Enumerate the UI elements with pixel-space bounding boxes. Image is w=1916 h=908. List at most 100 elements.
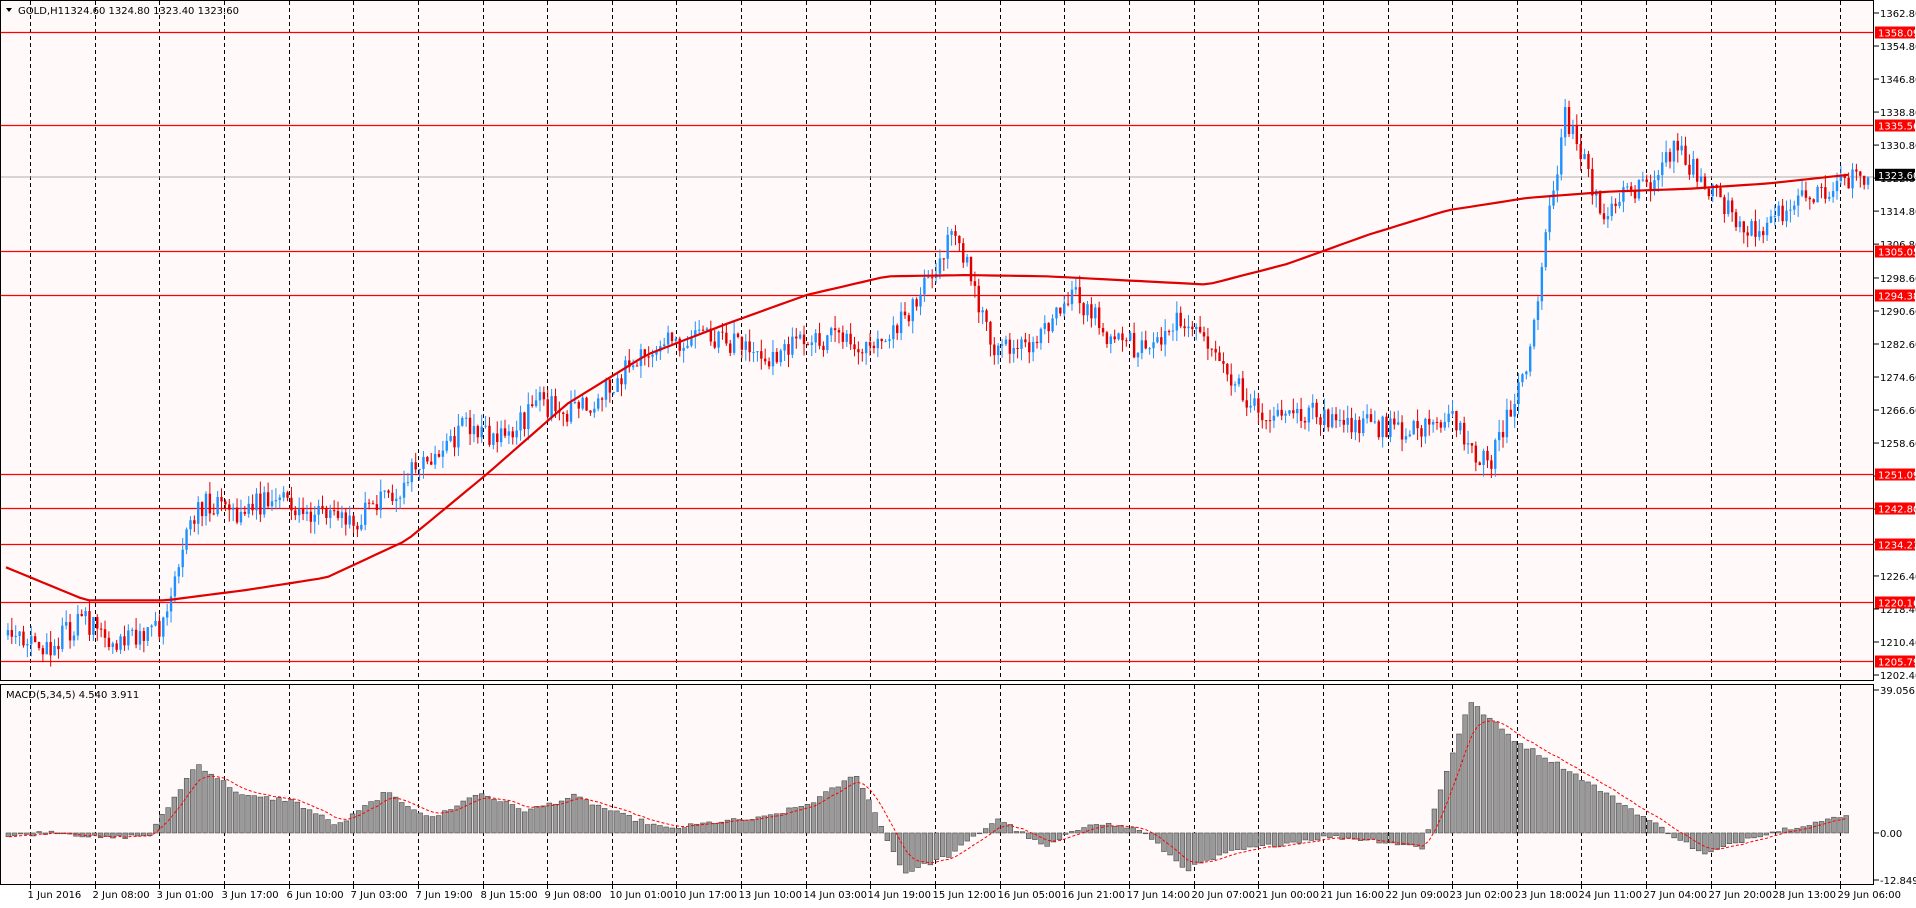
macd-bar [1732, 832, 1739, 844]
price-plot-background [0, 0, 1874, 680]
candle-body [340, 512, 344, 519]
chart-header: GOLD,H1 1324.60 1324.80 1323.40 1323.60 [6, 6, 239, 17]
candle-body [1195, 326, 1198, 330]
candle-body [787, 344, 790, 355]
candle-body [1618, 201, 1621, 206]
candle-body [569, 402, 573, 422]
candle-body [1843, 174, 1846, 178]
time-label: 7 Jun 03:00 [351, 890, 408, 901]
candle-body [402, 482, 406, 498]
candle-body [1311, 402, 1314, 408]
macd-bar [1431, 808, 1438, 834]
candle-body [1214, 348, 1217, 353]
candle-body [1105, 332, 1109, 344]
macd-bar [1696, 832, 1702, 852]
macd-bar [1511, 741, 1517, 834]
candle-body [1501, 432, 1505, 438]
macd-bar [761, 815, 768, 834]
price-axis-label: 1290.60 [1880, 307, 1916, 318]
macd-bar [638, 818, 645, 834]
macd-bar [1603, 792, 1610, 834]
macd-bar [976, 832, 983, 835]
candle-body [6, 630, 10, 636]
price-axis: 1362.801354.801346.801338.801330.801322.… [1874, 9, 1916, 682]
candle-body [923, 277, 926, 295]
price-axis-label: 1362.80 [1880, 9, 1916, 20]
candle-body [1082, 303, 1085, 316]
candle-body [371, 503, 375, 505]
candle-body [892, 325, 895, 340]
candle-body [387, 490, 390, 493]
candle-body [1820, 186, 1823, 188]
candle-body [1839, 174, 1843, 181]
candle-body [1237, 378, 1241, 385]
candle-body [841, 332, 845, 342]
macd-bar [306, 809, 313, 834]
candle-body [99, 628, 103, 630]
macd-bar [853, 776, 860, 834]
candle-body [364, 502, 367, 525]
macd-bar [239, 794, 245, 834]
candle-body [861, 352, 864, 354]
candle-body [76, 613, 80, 636]
candle-body [158, 620, 161, 637]
macd-bar [1806, 825, 1813, 834]
macd-bar [226, 787, 233, 834]
candle-body [1303, 420, 1307, 423]
candle-body [321, 505, 324, 508]
price-level-tag [1875, 119, 1915, 132]
candle-body [1536, 301, 1540, 320]
candle-body [868, 342, 872, 346]
candle-body [352, 515, 355, 526]
time-label: 23 Jun 02:00 [1450, 890, 1514, 901]
candle-body [1521, 374, 1524, 383]
macd-bar [921, 832, 927, 864]
candle-body [492, 433, 495, 445]
candle-body [682, 347, 685, 351]
macd-bar [423, 815, 430, 834]
macd-bar [927, 832, 934, 866]
candle-body [958, 235, 961, 244]
macd-bar [472, 794, 479, 834]
candle-body [1094, 307, 1097, 319]
candle-body [1008, 339, 1012, 354]
candle-body [309, 511, 313, 522]
macd-bar [263, 796, 270, 834]
candle-body [1132, 332, 1136, 358]
macd-bar [1124, 827, 1130, 834]
macd-bar [1271, 832, 1278, 848]
macd-bar [300, 808, 307, 834]
candle-body [542, 392, 546, 400]
macd-bar [571, 793, 577, 834]
candle-body [138, 631, 142, 645]
dropdown-triangle-icon[interactable] [6, 8, 12, 12]
candle-body [1552, 190, 1555, 206]
candle-body [1532, 319, 1536, 347]
candle-body [1812, 199, 1815, 203]
macd-bar [1523, 748, 1530, 834]
candle-body [1210, 348, 1213, 350]
candle-body [1462, 422, 1466, 445]
candle-body [119, 636, 122, 650]
candle-body [1866, 177, 1870, 185]
candle-body [1800, 190, 1804, 196]
candle-body [1350, 417, 1353, 433]
candle-body [1183, 326, 1186, 329]
candle-body [445, 440, 448, 451]
candle-body [1055, 307, 1058, 319]
macd-bar [774, 813, 780, 834]
macd-bar [1241, 832, 1247, 850]
candle-body [876, 338, 880, 349]
price-panel-frame [0, 0, 1874, 681]
candle-body [367, 502, 371, 504]
macd-bar [1468, 702, 1474, 834]
candle-body [1198, 326, 1202, 333]
candle-body [1447, 413, 1450, 422]
candle-body [1641, 179, 1645, 181]
macd-bar [1327, 832, 1333, 839]
macd-bar [1591, 784, 1597, 834]
macd-bar [878, 826, 884, 834]
macd-bar [349, 813, 356, 834]
time-label: 20 Jun 07:00 [1192, 890, 1256, 901]
macd-bar [1726, 832, 1733, 844]
